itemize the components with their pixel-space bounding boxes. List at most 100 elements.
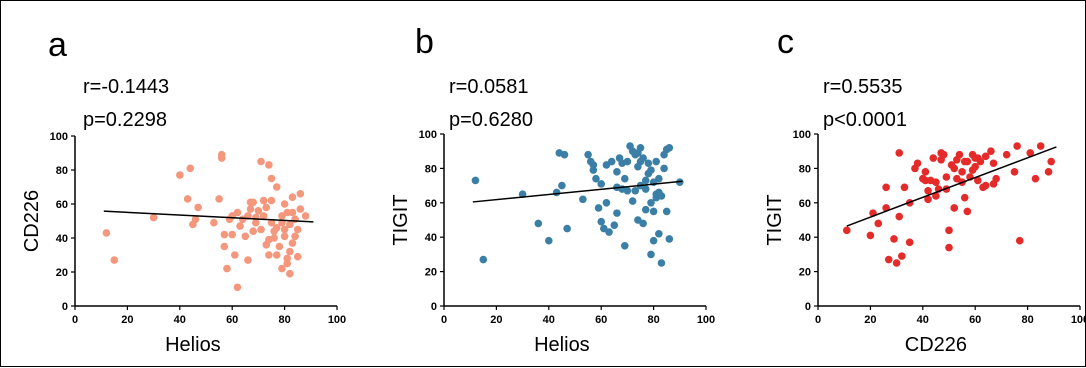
panel-b-y-tick-label: 80 — [425, 163, 437, 175]
panel-c-data-point — [1031, 174, 1040, 183]
panel-c-data-point — [1026, 149, 1035, 157]
panel-a-data-point — [262, 203, 271, 212]
panel-c-x-tick-label: 40 — [917, 314, 929, 326]
panel-a-data-point — [194, 203, 202, 212]
panel-a-data-point — [283, 208, 292, 217]
panel-b-x-tick-label: 20 — [490, 314, 502, 326]
panel-c-data-point — [950, 164, 959, 173]
panel-c-data-point — [932, 178, 940, 186]
panel-a-data-point — [246, 205, 255, 213]
panel-b-data-point — [665, 235, 674, 243]
panel-a-data-point — [244, 256, 252, 264]
panel-a-y-tick-label: 40 — [56, 233, 68, 245]
panel-a-data-point — [110, 256, 119, 264]
panel-b-data-point — [605, 228, 613, 236]
panel-c-x-tick-label: 100 — [1071, 314, 1086, 326]
panel-b-data-point — [471, 176, 480, 185]
panel-b-data-point — [594, 204, 603, 212]
panel-b-x-axis-label: Helios — [534, 334, 590, 356]
panel-b-data-point — [534, 219, 543, 228]
panel-a-y-tick-label: 20 — [56, 267, 68, 279]
panel-c-data-point — [1002, 150, 1011, 159]
panel-c-data-point — [971, 162, 979, 171]
panel-b-data-point — [649, 236, 658, 245]
panel-b-data-point — [639, 154, 647, 162]
panel-c-data-point — [895, 149, 904, 157]
panel-b-data-point — [657, 259, 666, 267]
panel-c-data-point — [963, 207, 972, 216]
panel-a-data-point — [267, 174, 276, 183]
panel-b-data-point — [662, 207, 671, 216]
panel-a-data-point — [272, 224, 281, 232]
panel-a-data-point — [278, 264, 286, 273]
panel-c-x-axis-label: CD226 — [905, 334, 967, 356]
panel-a-data-point — [272, 183, 281, 191]
panel-a-data-point — [149, 213, 158, 222]
panel-a-data-point — [265, 251, 273, 259]
panel-a-data-point — [183, 195, 192, 203]
panel-c-letter: c — [777, 23, 794, 61]
panel-b-y-tick-label: 0 — [431, 301, 437, 313]
panel-c-data-point — [913, 159, 922, 168]
panel-c-data-point — [989, 159, 998, 168]
panel-c-data-point — [905, 238, 914, 247]
panel-c-y-axis-label: TIGIT — [764, 194, 786, 245]
panel-a-data-point — [210, 218, 218, 227]
panel-c-data-point — [929, 154, 938, 162]
panel-a-data-point — [286, 269, 294, 278]
panel-b-data-point — [613, 168, 621, 176]
panel-a-data-point — [254, 207, 263, 215]
panel-a-data-point — [231, 251, 239, 259]
panel-b-data-point — [636, 143, 645, 152]
panel-c-data-point — [971, 154, 979, 162]
panel-a-data-point — [296, 190, 305, 198]
panel-c-data-point — [895, 212, 904, 221]
panel-b-x-tick-label: 100 — [697, 314, 715, 326]
panel-b-data-point — [644, 159, 653, 168]
panel-b-data-point — [607, 157, 616, 166]
panel-b-data-point — [657, 192, 666, 200]
panel-c-data-point — [981, 152, 990, 161]
panel-b-trend-line — [472, 180, 683, 203]
panel-c-data-point — [960, 193, 969, 202]
panel-b-y-tick-label: 20 — [425, 267, 437, 279]
panel-a-data-point — [233, 208, 242, 217]
panel-c-data-point — [921, 176, 930, 185]
panel-c-data-point — [1044, 168, 1053, 176]
panel-b-data-point — [655, 174, 663, 183]
panel-a-x-tick-label: 20 — [121, 314, 133, 326]
panel-c-data-point — [981, 181, 990, 190]
panel-a-x-tick-label: 60 — [226, 314, 238, 326]
panel-b-x-tick-label: 40 — [543, 314, 555, 326]
panel-c-data-point — [866, 231, 875, 240]
panel-a-data-point — [236, 222, 244, 230]
panel-a-data-point — [249, 198, 257, 207]
panel-c-data-point — [843, 226, 851, 235]
panel-c-data-point — [1013, 142, 1021, 150]
panel-c-data-point — [939, 150, 948, 159]
panel-a-data-point — [286, 247, 294, 256]
panel-b-data-point — [563, 224, 571, 233]
panel-c-x-tick-label: 80 — [1021, 314, 1033, 326]
panel-a-data-point — [280, 200, 289, 208]
panel-c-data-point — [882, 183, 890, 192]
panel-a-y-axis-label: CD226 — [21, 190, 43, 252]
panel-c-data-point — [953, 174, 961, 183]
panel-a-data-point — [257, 225, 265, 234]
panel-c-data-point — [987, 147, 995, 155]
panel-a-data-point — [293, 225, 302, 234]
panel-b-data-point — [558, 181, 566, 190]
panel-c-trend-line — [846, 146, 1057, 227]
panel-b-data-point — [623, 157, 632, 166]
panel-c-r-value: r=0.5535 — [823, 76, 903, 98]
panel-c-data-point — [1015, 236, 1024, 245]
panel-a-data-point — [267, 218, 276, 227]
panel-b-data-point — [652, 157, 661, 166]
panel-c-data-point — [892, 259, 901, 267]
panel-a-data-point — [293, 252, 302, 261]
panel-c-data-point — [924, 195, 932, 204]
panel-b-data-point — [597, 217, 605, 226]
panel-b-data-point — [602, 199, 611, 207]
panel-c-data-point — [942, 173, 951, 181]
